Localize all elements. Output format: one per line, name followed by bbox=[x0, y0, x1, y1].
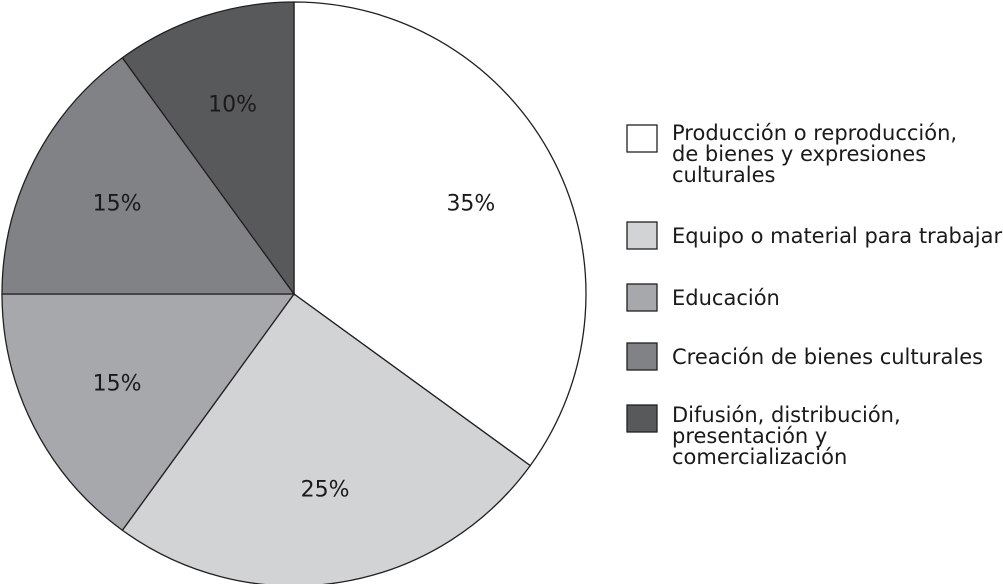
pie-slice-5 bbox=[121, 1, 295, 297]
legend-label-3: Educación bbox=[672, 286, 780, 310]
legend-item-3: Educación bbox=[626, 283, 780, 312]
slice-value-label-1: 35% bbox=[446, 191, 495, 216]
pie-slice-2 bbox=[121, 293, 532, 584]
legend-label-5: Difusión, distribución, presentación y com… bbox=[672, 403, 901, 469]
slice-value-label-5: 10% bbox=[208, 93, 257, 118]
legend-item-1: Producción o reproducción, de bienes y ex… bbox=[626, 121, 957, 187]
slice-value-label-4: 15% bbox=[93, 191, 142, 216]
pie-slice-1 bbox=[293, 1, 587, 467]
legend-swatch-3 bbox=[626, 283, 658, 312]
pie-slice-4 bbox=[1, 56, 296, 295]
legend-swatch-2 bbox=[626, 221, 658, 250]
slice-value-label-3: 15% bbox=[93, 372, 142, 397]
legend-item-4: Creación de bienes culturales bbox=[626, 342, 983, 371]
legend-label-1: Producción o reproducción, de bienes y ex… bbox=[672, 121, 957, 187]
pie-slices bbox=[1, 1, 587, 584]
slice-value-label-2: 25% bbox=[301, 478, 350, 503]
legend-swatch-4 bbox=[626, 342, 658, 371]
legend: Producción o reproducción, de bienes y ex… bbox=[626, 121, 1002, 469]
pie-slice-labels: 35% 25% 15% 15% 10% bbox=[93, 93, 496, 503]
legend-item-2: Equipo o material para trabajar bbox=[626, 221, 1002, 250]
legend-swatch-5 bbox=[626, 404, 658, 433]
legend-label-2: Equipo o material para trabajar bbox=[672, 224, 1002, 248]
legend-item-5: Difusión, distribución, presentación y com… bbox=[626, 403, 901, 469]
pie-slice-3 bbox=[1, 293, 296, 532]
legend-label-4: Creación de bienes culturales bbox=[672, 345, 983, 369]
legend-swatch-1 bbox=[626, 124, 658, 153]
